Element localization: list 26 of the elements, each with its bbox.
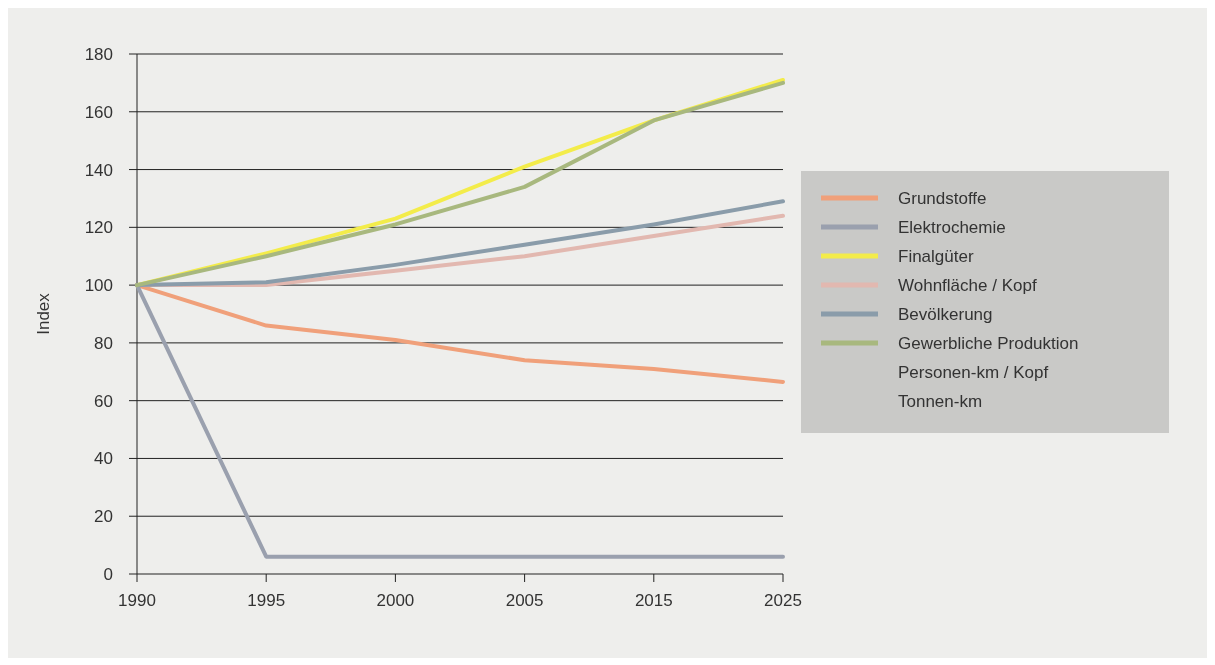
legend-label: Gewerbliche Produktion <box>898 333 1079 353</box>
x-tick-label: 1995 <box>247 591 286 610</box>
text: Tonnen-km <box>898 391 983 411</box>
y-tick-label: 100 <box>84 276 113 296</box>
text: Personen-km / Kopf <box>898 362 1049 382</box>
legend-label: Grundstoffe <box>898 188 987 208</box>
x-tick-label: 1990 <box>118 591 156 610</box>
x-tick-label: 2025 <box>764 591 802 610</box>
x-tick-label: 2000 <box>376 591 415 610</box>
y-tick-label: 160 <box>84 102 113 122</box>
y-tick-label: 120 <box>84 218 113 238</box>
x-tick-label: 2005 <box>505 591 544 610</box>
legend-label: Wohnfläche / Kopf <box>898 275 1037 295</box>
y-tick-label: 20 <box>94 507 113 527</box>
y-axis-title: Index <box>34 292 53 335</box>
y-tick-label: 0 <box>103 564 113 584</box>
legend-label: Bevölkerung <box>898 304 993 324</box>
legend-label: Finalgüter <box>898 246 974 266</box>
y-tick-label: 180 <box>84 44 113 64</box>
legend-label: Elektrochemie <box>898 217 1006 237</box>
y-tick-label: 80 <box>94 333 113 353</box>
y-tick-label: 140 <box>84 160 113 180</box>
y-tick-label: 40 <box>94 449 113 469</box>
y-tick-label: 60 <box>94 391 113 411</box>
x-tick-label: 2015 <box>634 591 673 610</box>
line-series <box>135 199 785 288</box>
